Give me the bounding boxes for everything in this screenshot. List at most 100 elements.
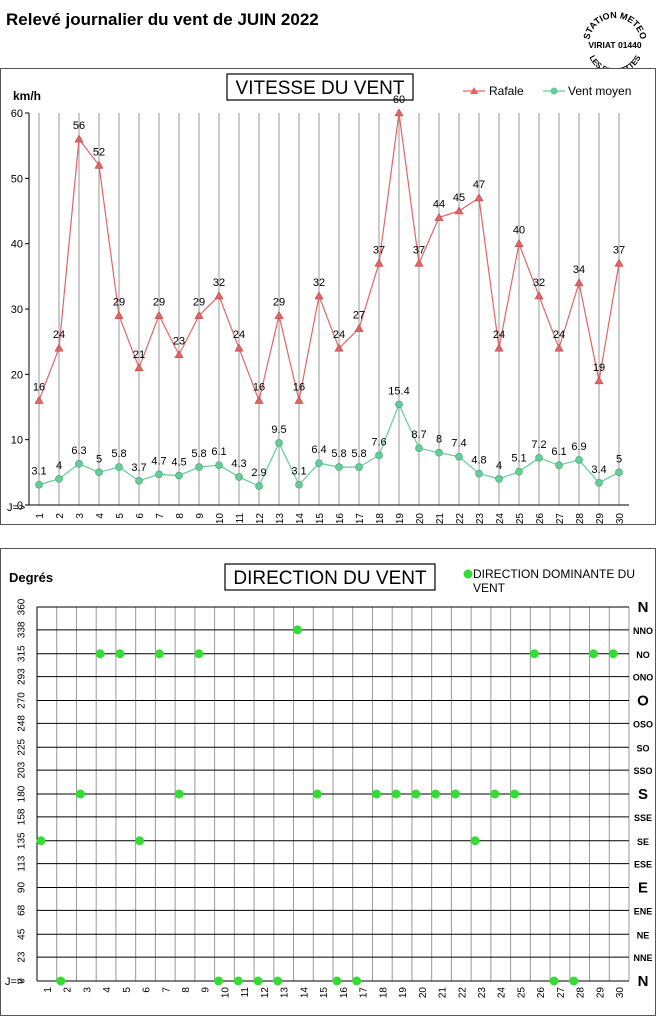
direction-label: N bbox=[638, 599, 649, 616]
x-tick-label: 6 bbox=[135, 513, 146, 519]
svg-text:STATION METEO: STATION METEO bbox=[581, 10, 648, 41]
rafale-data-label: 27 bbox=[353, 310, 365, 322]
rafale-point bbox=[34, 395, 44, 404]
rafale-data-label: 21 bbox=[133, 349, 145, 361]
vent-moyen-data-label: 5.8 bbox=[111, 448, 126, 460]
y-tick-label: 270 bbox=[17, 692, 28, 709]
rafale-data-label: 47 bbox=[473, 179, 485, 191]
rafale-point bbox=[194, 310, 204, 319]
x-tick-label: 12 bbox=[260, 987, 271, 999]
legend-label-rafale: Rafale bbox=[489, 84, 524, 98]
rafale-point bbox=[494, 343, 504, 352]
direction-point bbox=[135, 836, 145, 846]
direction-point bbox=[95, 649, 105, 659]
vent-moyen-point bbox=[375, 451, 383, 460]
vent-moyen-point bbox=[515, 467, 523, 476]
x-tick-label: 7 bbox=[155, 513, 166, 519]
direction-point bbox=[569, 976, 579, 986]
x-tick-label: 29 bbox=[595, 513, 606, 524]
x-tick-label: 7 bbox=[161, 987, 172, 993]
rafale-data-label: 44 bbox=[433, 199, 445, 211]
rafale-data-label: 32 bbox=[213, 277, 225, 289]
vent-moyen-point bbox=[495, 475, 503, 483]
rafale-point bbox=[54, 343, 64, 352]
y-tick-label: 180 bbox=[17, 785, 28, 802]
rafale-data-label: 32 bbox=[313, 277, 325, 289]
y-tick-label: 60 bbox=[11, 108, 23, 120]
direction-point bbox=[115, 649, 125, 659]
y-tick-label: 10 bbox=[11, 435, 23, 447]
chart-title-box bbox=[224, 563, 436, 591]
vent-moyen-point bbox=[75, 460, 83, 468]
rafale-point bbox=[174, 350, 184, 359]
x-tick-label: 5 bbox=[122, 987, 133, 993]
x-tick-label: 19 bbox=[398, 987, 409, 999]
direction-label: NO bbox=[636, 650, 650, 660]
direction-label: NNO bbox=[633, 626, 653, 636]
direction-point bbox=[75, 789, 85, 799]
direction-point bbox=[36, 836, 46, 846]
x-tick-label: 21 bbox=[438, 987, 449, 999]
rafale-data-label: 52 bbox=[93, 146, 105, 158]
vent-moyen-data-label: 4 bbox=[496, 460, 502, 472]
y-tick-label: 0 bbox=[17, 500, 23, 512]
vent-moyen-data-label: 5.8 bbox=[351, 448, 366, 460]
chart-title: DIRECTION DU VENT bbox=[233, 568, 427, 589]
legend-label-vent-moyen: Vent moyen bbox=[568, 84, 631, 98]
direction-label: N bbox=[638, 973, 649, 990]
vent-moyen-data-label: 7.6 bbox=[371, 436, 386, 448]
x-tick-label: 8 bbox=[181, 987, 192, 993]
x-tick-label: 24 bbox=[495, 513, 506, 524]
x-tick-label: 17 bbox=[359, 987, 370, 999]
x-tick-label: 16 bbox=[335, 513, 346, 524]
x-tick-label: 11 bbox=[235, 513, 246, 524]
rafale-data-label: 29 bbox=[153, 297, 165, 309]
rafale-point bbox=[554, 343, 564, 352]
series-line-rafale bbox=[38, 112, 620, 403]
vent-moyen-point bbox=[35, 480, 43, 489]
rafale-data-label: 40 bbox=[513, 225, 525, 237]
rafale-point bbox=[394, 108, 404, 117]
direction-label: SO bbox=[636, 743, 649, 753]
rafale-point bbox=[214, 291, 224, 300]
x-tick-label: 15 bbox=[315, 513, 326, 524]
x-tick-label: 23 bbox=[477, 987, 488, 999]
rafale-point bbox=[474, 193, 484, 202]
rafale-data-label: 16 bbox=[293, 381, 305, 393]
x-tick-label: 16 bbox=[339, 987, 350, 999]
direction-point bbox=[233, 976, 243, 986]
vent-moyen-data-label: 3.1 bbox=[291, 466, 306, 478]
x-tick-label: 27 bbox=[556, 987, 567, 999]
x-tick-label: 13 bbox=[275, 513, 286, 524]
rafale-point bbox=[454, 206, 464, 215]
y-tick-label: 23 bbox=[17, 951, 28, 963]
x-tick-label: 30 bbox=[615, 513, 626, 524]
rafale-point bbox=[374, 258, 384, 267]
vent-moyen-data-label: 3.1 bbox=[31, 466, 46, 478]
rafale-data-label: 16 bbox=[33, 381, 45, 393]
vent-moyen-point bbox=[455, 452, 463, 461]
direction-label: NNE bbox=[633, 953, 652, 963]
vent-moyen-point bbox=[135, 477, 143, 485]
x-tick-label: 20 bbox=[415, 513, 426, 524]
direction-point bbox=[253, 976, 263, 986]
vent-moyen-data-label: 5 bbox=[96, 453, 102, 465]
rafale-data-label: 24 bbox=[333, 329, 345, 341]
vent-moyen-data-label: 9.5 bbox=[271, 424, 286, 436]
rafale-data-label: 37 bbox=[613, 244, 625, 256]
vent-moyen-data-label: 6.4 bbox=[311, 444, 326, 456]
vent-moyen-data-label: 4.8 bbox=[471, 455, 486, 467]
direction-point bbox=[214, 976, 224, 986]
vent-moyen-data-label: 5 bbox=[616, 453, 622, 465]
series-line-vent-moyen bbox=[38, 402, 620, 487]
vent-moyen-data-label: 8.7 bbox=[411, 429, 426, 441]
direction-point bbox=[411, 789, 421, 799]
rafale-point bbox=[94, 160, 104, 169]
rafale-data-label: 24 bbox=[553, 329, 565, 341]
direction-point bbox=[352, 976, 362, 986]
x-tick-label: 12 bbox=[255, 513, 266, 524]
direction-point bbox=[588, 649, 598, 659]
vent-moyen-data-label: 4 bbox=[56, 460, 62, 472]
x-tick-label: 10 bbox=[215, 513, 226, 524]
direction-point bbox=[371, 789, 381, 799]
